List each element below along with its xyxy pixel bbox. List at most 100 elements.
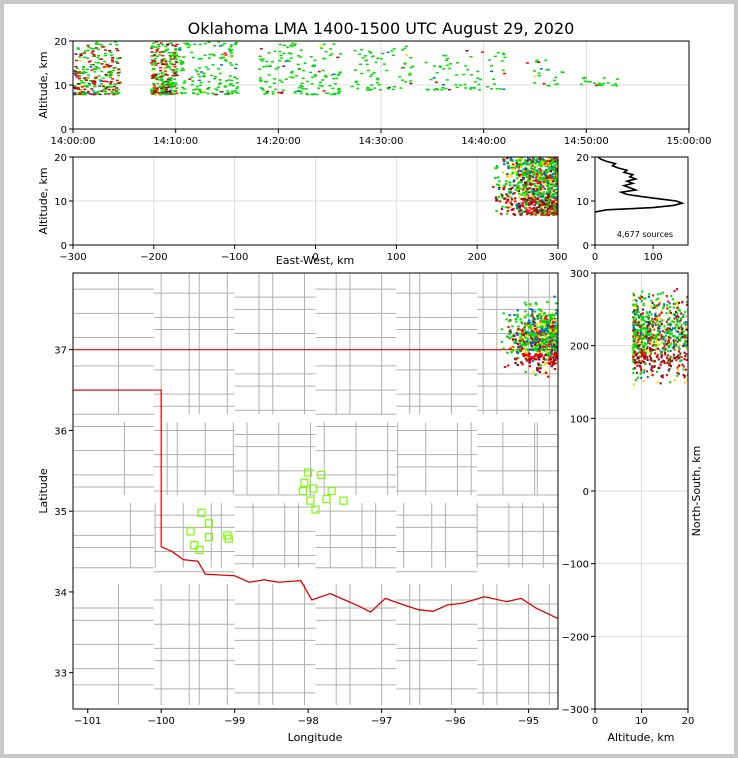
source-point [644, 330, 647, 333]
source-point [278, 79, 282, 81]
source-point [444, 54, 448, 57]
source-point [74, 53, 78, 55]
source-point [529, 213, 533, 216]
source-point [525, 203, 529, 206]
source-point [675, 315, 678, 318]
source-point [187, 46, 191, 49]
source-point [611, 84, 615, 87]
source-point [526, 313, 530, 316]
source-point [640, 342, 643, 345]
source-point [455, 62, 459, 64]
source-point [520, 346, 524, 349]
source-point [490, 70, 494, 73]
source-point [435, 71, 439, 74]
source-point [105, 63, 109, 66]
source-point [635, 317, 638, 321]
source-point [547, 169, 551, 172]
source-point [541, 162, 544, 165]
source-point [526, 342, 530, 345]
source-point [539, 341, 542, 344]
source-point [155, 87, 159, 90]
source-point [290, 42, 294, 45]
source-point [657, 323, 660, 327]
source-point [230, 64, 234, 66]
source-point [646, 346, 649, 349]
source-point [211, 53, 215, 56]
source-point [660, 318, 663, 321]
source-point [191, 80, 195, 82]
source-point [537, 61, 541, 64]
source-point [655, 341, 658, 344]
source-point [639, 297, 642, 300]
source-point [78, 88, 82, 91]
source-point [668, 322, 671, 325]
source-point [172, 90, 176, 92]
source-point [544, 203, 548, 206]
source-point [634, 331, 637, 334]
source-point [551, 179, 554, 182]
source-point [651, 306, 654, 309]
source-point [546, 176, 549, 179]
source-point [169, 58, 173, 61]
source-point [657, 293, 660, 296]
source-point [542, 316, 546, 319]
source-point [539, 204, 542, 207]
source-point [79, 89, 83, 92]
source-point [528, 182, 532, 185]
source-point [652, 328, 655, 331]
source-point [528, 158, 531, 161]
source-point [194, 69, 198, 71]
source-point [676, 366, 679, 369]
source-point [510, 198, 514, 201]
source-point [164, 61, 168, 63]
source-point [512, 180, 516, 183]
source-point [534, 199, 537, 202]
source-point [555, 167, 558, 170]
source-point [659, 349, 662, 352]
source-point [494, 167, 497, 170]
source-point [685, 345, 688, 348]
source-point [181, 86, 185, 89]
source-point [488, 59, 492, 61]
source-point [540, 176, 544, 179]
source-point [515, 173, 519, 176]
source-point [539, 176, 542, 179]
source-point [505, 182, 508, 185]
source-point [228, 75, 232, 77]
source-point [330, 53, 334, 55]
source-point [650, 365, 653, 368]
source-point [469, 88, 473, 90]
source-point [312, 64, 316, 66]
source-point [527, 358, 531, 361]
source-point [524, 166, 527, 169]
source-point [540, 327, 544, 330]
source-point [533, 170, 536, 173]
source-point [93, 92, 97, 94]
source-point [542, 180, 546, 183]
source-point [107, 86, 111, 88]
source-point [547, 84, 551, 87]
source-point [665, 294, 668, 298]
source-point [527, 338, 530, 341]
source-point [109, 73, 113, 75]
source-point [532, 209, 535, 212]
source-point [526, 172, 529, 175]
source-point [673, 348, 676, 351]
source-point [525, 62, 529, 64]
source-point [660, 352, 663, 355]
source-point [216, 86, 220, 89]
source-point [517, 346, 520, 349]
source-point [646, 312, 649, 315]
source-point [166, 65, 170, 68]
source-point [169, 89, 173, 92]
altitude-tick-label: 10 [54, 81, 67, 92]
source-point [538, 162, 542, 165]
source-point [544, 165, 548, 168]
source-point [166, 78, 170, 81]
source-point [645, 327, 648, 330]
source-point [553, 210, 556, 213]
source-point [512, 163, 515, 166]
source-point [686, 340, 688, 343]
source-point [226, 90, 230, 92]
